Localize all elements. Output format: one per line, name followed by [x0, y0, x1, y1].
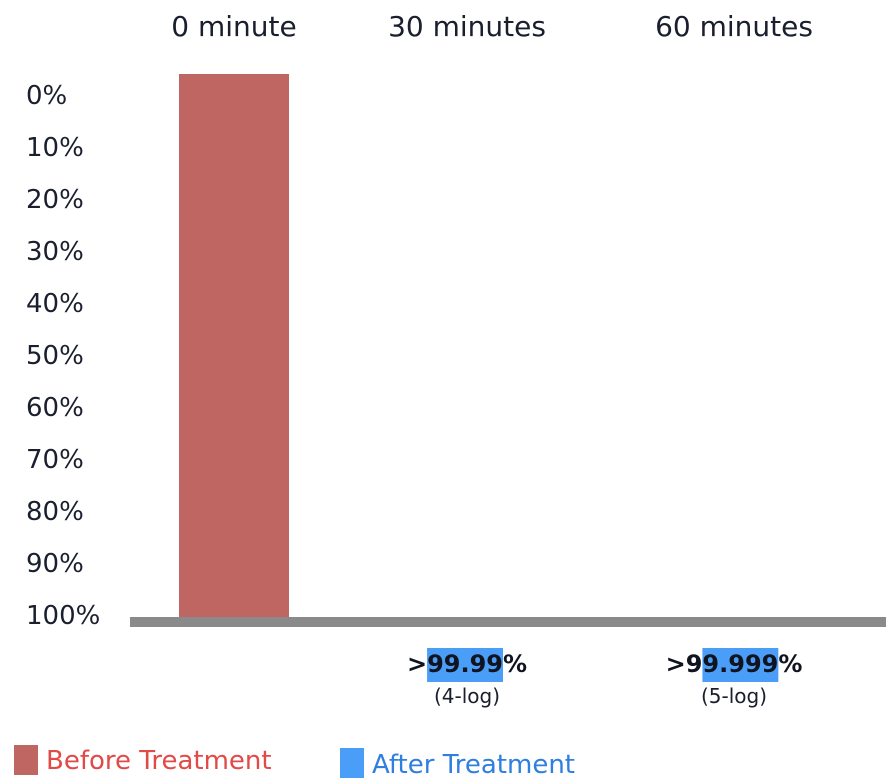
result-annotation: >99.999% (5-log) [666, 648, 803, 708]
y-tick-label: 40% [26, 289, 84, 319]
legend: Before Treatment After Treatment [14, 745, 575, 780]
y-tick-label: 10% [26, 133, 84, 163]
category-labels: 0 minute 30 minutes 60 minutes [171, 10, 813, 43]
y-tick-label: 30% [26, 237, 84, 267]
chart-baseline [130, 617, 886, 627]
y-tick-label: 90% [26, 549, 84, 579]
result-highlight-text: 99.99 [427, 650, 503, 678]
result-log-note: (4-log) [434, 684, 500, 708]
legend-swatch [340, 748, 364, 778]
y-tick-label: 100% [26, 601, 100, 631]
category-label: 0 minute [171, 10, 296, 43]
category-label: 30 minutes [388, 10, 546, 43]
y-tick-label: 0% [26, 81, 67, 111]
result-log-note: (5-log) [701, 684, 767, 708]
result-highlight [702, 648, 779, 682]
legend-label: Before Treatment [46, 746, 272, 776]
y-tick-label: 70% [26, 445, 84, 475]
y-tick-label: 60% [26, 393, 84, 423]
result-value: >99.99% [407, 650, 527, 678]
result-highlight [427, 648, 503, 682]
result-annotations: >99.99%(4-log)>99.999%(5-log) [407, 648, 802, 708]
bars [179, 74, 289, 617]
result-highlight-text: 9.999 [702, 650, 778, 678]
legend-swatch [14, 745, 38, 775]
result-prefix: >9 [666, 650, 703, 678]
result-suffix: % [503, 650, 527, 678]
y-tick-label: 20% [26, 185, 84, 215]
bar [179, 74, 289, 617]
y-tick-labels: 0% 10% 20% 30% 40% 50% 60% 70% 80% 90% 100% [26, 81, 100, 631]
y-tick-label: 80% [26, 497, 84, 527]
result-suffix: % [778, 650, 802, 678]
category-label: 60 minutes [655, 10, 813, 43]
legend-label: After Treatment [372, 750, 575, 780]
y-tick-label: 50% [26, 341, 84, 371]
result-value: >99.999% [666, 650, 803, 678]
result-prefix: > [407, 650, 427, 678]
result-annotation: >99.99%(4-log) [407, 648, 527, 708]
